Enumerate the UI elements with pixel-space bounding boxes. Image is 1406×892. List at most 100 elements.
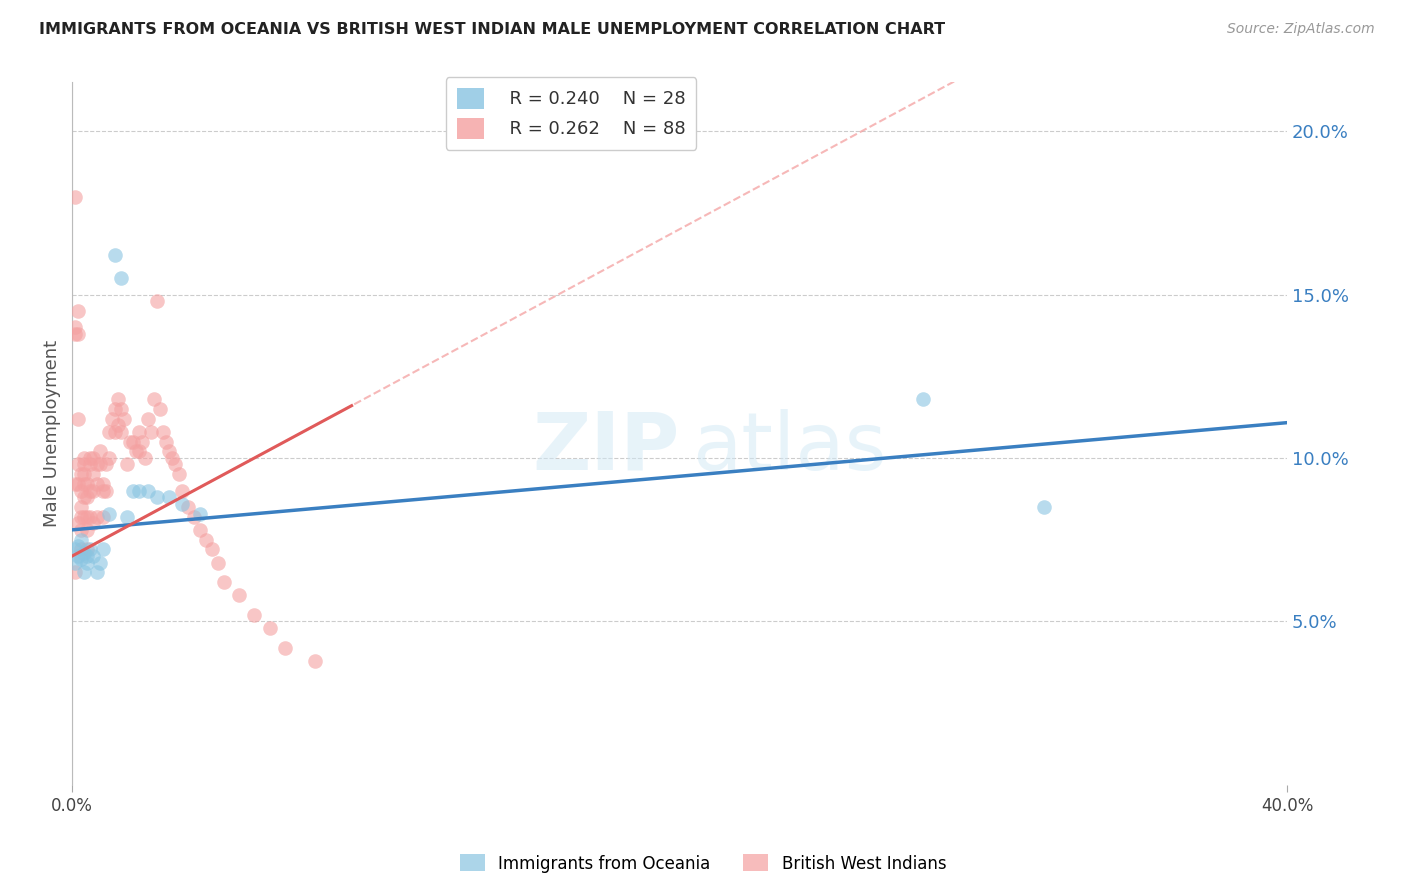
Point	[141, 425, 163, 439]
Point	[65, 542, 87, 557]
Point	[176, 500, 198, 514]
Point	[91, 483, 114, 498]
Point	[100, 411, 122, 425]
Point	[243, 607, 266, 622]
Point	[207, 556, 229, 570]
Point	[70, 533, 93, 547]
Point	[911, 392, 934, 406]
Point	[125, 444, 148, 458]
Point	[76, 556, 98, 570]
Point	[136, 411, 159, 425]
Point	[82, 467, 104, 482]
Point	[65, 189, 87, 203]
Point	[76, 542, 98, 557]
Point	[183, 509, 205, 524]
Point	[146, 294, 169, 309]
Point	[65, 556, 87, 570]
Point	[97, 450, 120, 465]
Point	[70, 509, 93, 524]
Point	[73, 467, 96, 482]
Point	[82, 450, 104, 465]
Point	[89, 556, 111, 570]
Point	[86, 458, 108, 472]
Point	[65, 326, 87, 341]
Point	[112, 411, 135, 425]
Point	[304, 654, 326, 668]
Point	[70, 500, 93, 514]
Point	[128, 425, 150, 439]
Legend: Immigrants from Oceania, British West Indians: Immigrants from Oceania, British West In…	[453, 847, 953, 880]
Point	[110, 271, 132, 285]
Point	[104, 425, 127, 439]
Point	[73, 477, 96, 491]
Point	[128, 483, 150, 498]
Point	[67, 477, 90, 491]
Legend:   R = 0.240    N = 28,   R = 0.262    N = 88: R = 0.240 N = 28, R = 0.262 N = 88	[446, 77, 696, 150]
Point	[70, 552, 93, 566]
Point	[122, 483, 145, 498]
Point	[165, 458, 187, 472]
Point	[274, 640, 297, 655]
Point	[70, 483, 93, 498]
Point	[97, 425, 120, 439]
Point	[65, 320, 87, 334]
Point	[91, 542, 114, 557]
Point	[89, 458, 111, 472]
Point	[89, 444, 111, 458]
Point	[170, 483, 193, 498]
Point	[115, 458, 138, 472]
Point	[188, 507, 211, 521]
Point	[194, 533, 217, 547]
Point	[70, 467, 93, 482]
Point	[65, 477, 87, 491]
Point	[157, 490, 180, 504]
Point	[79, 483, 101, 498]
Point	[73, 546, 96, 560]
Point	[162, 450, 184, 465]
Point	[67, 326, 90, 341]
Point	[67, 539, 90, 553]
Point	[82, 483, 104, 498]
Point	[155, 434, 177, 449]
Point	[73, 490, 96, 504]
Point	[76, 509, 98, 524]
Text: atlas: atlas	[692, 409, 886, 486]
Point	[228, 588, 250, 602]
Point	[110, 401, 132, 416]
Point	[149, 401, 172, 416]
Y-axis label: Male Unemployment: Male Unemployment	[44, 340, 60, 527]
Point	[128, 444, 150, 458]
Point	[76, 477, 98, 491]
Point	[79, 458, 101, 472]
Point	[104, 401, 127, 416]
Point	[73, 450, 96, 465]
Point	[91, 509, 114, 524]
Point	[143, 392, 166, 406]
Point	[104, 248, 127, 262]
Point	[94, 483, 117, 498]
Point	[212, 575, 235, 590]
Point	[131, 434, 153, 449]
Point	[188, 523, 211, 537]
Point	[122, 434, 145, 449]
Point	[82, 549, 104, 563]
Point	[91, 477, 114, 491]
Point	[110, 425, 132, 439]
Point	[73, 566, 96, 580]
Point	[67, 411, 90, 425]
Point	[76, 523, 98, 537]
Point	[67, 304, 90, 318]
Point	[70, 542, 93, 557]
Point	[86, 477, 108, 491]
Point	[170, 497, 193, 511]
Point	[115, 509, 138, 524]
Point	[97, 507, 120, 521]
Point	[79, 450, 101, 465]
Point	[67, 458, 90, 472]
Point	[259, 621, 281, 635]
Point	[79, 509, 101, 524]
Point	[152, 425, 174, 439]
Point	[70, 523, 93, 537]
Point	[82, 516, 104, 531]
Point	[79, 542, 101, 557]
